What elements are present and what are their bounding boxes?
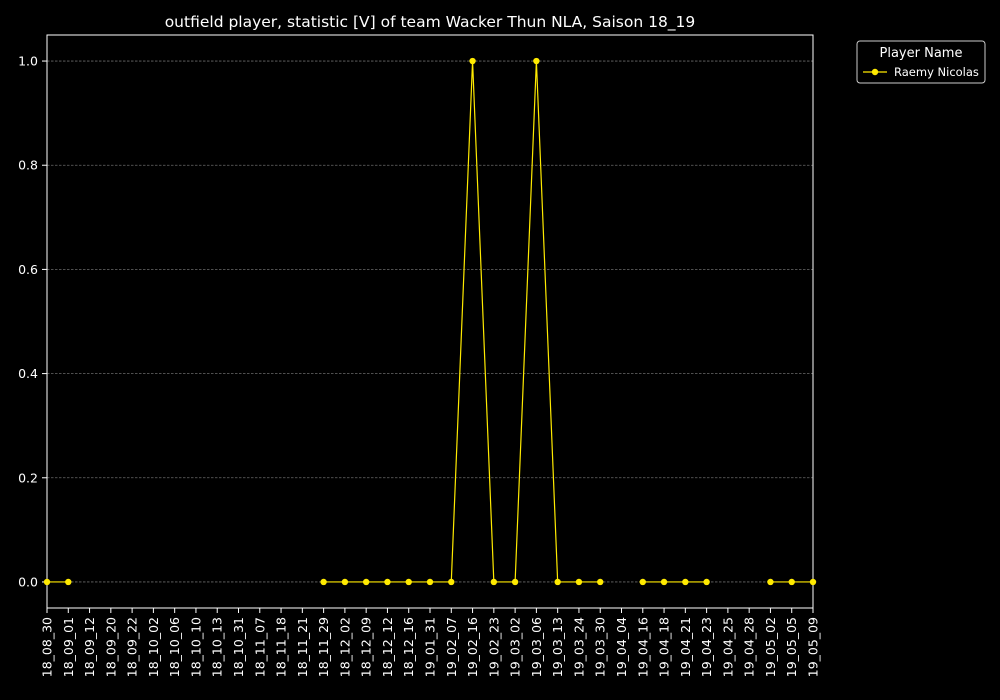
data-point xyxy=(703,578,710,586)
x-tick-label: 19_04_18 xyxy=(657,617,672,677)
grid-lines xyxy=(47,60,813,583)
x-tick-label: 18_10_10 xyxy=(188,617,203,677)
data-point xyxy=(554,578,561,586)
data-point xyxy=(597,578,604,586)
y-tick-label: 0.4 xyxy=(18,366,38,381)
x-tick-label: 18_12_02 xyxy=(337,617,352,677)
x-tick-label: 18_11_18 xyxy=(274,617,289,677)
data-point xyxy=(43,578,51,586)
legend-box xyxy=(856,40,986,84)
x-tick-label: 18_09_22 xyxy=(125,617,140,677)
y-tick-label: 0.8 xyxy=(18,158,38,173)
data-point xyxy=(320,578,327,586)
x-axis-ticks: 18_08_30 18_09_01 18_09_12 18_09_20 18_09_22… xyxy=(40,608,821,677)
data-point xyxy=(682,578,689,586)
x-tick-label: 18_12_12 xyxy=(380,617,395,677)
data-point xyxy=(448,578,455,586)
data-point xyxy=(341,578,349,586)
x-tick-label: 18_11_07 xyxy=(252,617,267,677)
x-tick-label: 19_01_31 xyxy=(423,617,438,677)
x-tick-label: 18_10_02 xyxy=(146,617,161,677)
x-tick-label: 18_09_01 xyxy=(61,617,76,677)
x-tick-label: 18_10_06 xyxy=(167,617,182,677)
data-point xyxy=(511,578,519,586)
x-tick-label: 19_04_04 xyxy=(614,617,629,677)
x-tick-label: 19_05_02 xyxy=(763,617,778,677)
legend-title: Player Name xyxy=(880,46,963,61)
series-lines xyxy=(47,61,813,583)
x-tick-label: 18_11_29 xyxy=(316,617,331,677)
data-point xyxy=(788,578,795,586)
legend-series-label: Raemy Nicolas xyxy=(894,65,979,79)
y-tick-label: 1.0 xyxy=(18,54,38,69)
data-point xyxy=(639,578,646,586)
x-tick-label: 19_05_09 xyxy=(806,617,821,677)
x-tick-label: 19_05_05 xyxy=(784,617,799,677)
x-tick-label: 19_03_30 xyxy=(593,617,608,677)
legend-series-marker xyxy=(871,68,879,76)
plot-frame xyxy=(46,34,814,609)
x-tick-label: 19_04_23 xyxy=(699,617,714,677)
data-point xyxy=(384,578,391,586)
chart-title: outfield player, statistic [V] of team W… xyxy=(165,13,696,32)
x-tick-label: 19_03_24 xyxy=(571,617,586,677)
y-tick-label: 0.2 xyxy=(18,470,38,485)
x-tick-label: 18_10_13 xyxy=(210,617,225,677)
x-tick-label: 18_12_09 xyxy=(359,617,374,677)
data-point xyxy=(362,578,370,586)
x-tick-label: 19_02_23 xyxy=(486,617,501,677)
data-point xyxy=(660,578,668,586)
x-tick-label: 19_04_16 xyxy=(635,617,650,677)
data-point xyxy=(490,578,498,586)
x-tick-label: 18_10_31 xyxy=(231,617,246,677)
data-point xyxy=(575,578,583,586)
data-point xyxy=(469,57,476,65)
x-tick-label: 19_02_07 xyxy=(444,617,459,677)
x-tick-label: 18_08_30 xyxy=(40,617,55,677)
data-points xyxy=(43,57,817,586)
x-tick-label: 19_04_25 xyxy=(720,617,735,677)
data-point xyxy=(426,578,434,586)
y-axis-ticks: 0.0 0.2 0.4 0.6 0.8 1.0 xyxy=(18,54,47,589)
x-tick-label: 19_03_06 xyxy=(529,617,544,677)
axes xyxy=(46,34,814,609)
x-tick-label: 18_11_21 xyxy=(295,617,310,677)
x-tick-label: 19_03_13 xyxy=(550,617,565,677)
y-tick-label: 0.0 xyxy=(18,574,38,589)
data-point xyxy=(65,578,72,586)
data-point xyxy=(767,578,774,586)
series-line-segment xyxy=(323,61,601,583)
data-point xyxy=(809,578,817,586)
x-tick-label: 19_03_02 xyxy=(508,617,523,677)
legend: Player Name Raemy Nicolas xyxy=(856,40,986,84)
x-tick-label: 18_09_20 xyxy=(103,617,118,677)
x-tick-label: 18_09_12 xyxy=(82,617,97,677)
data-point xyxy=(533,57,540,65)
x-tick-label: 19_02_16 xyxy=(465,617,480,677)
y-tick-label: 0.6 xyxy=(18,262,38,277)
x-tick-label: 19_04_21 xyxy=(678,617,693,677)
data-point xyxy=(405,578,412,586)
x-tick-label: 18_12_16 xyxy=(401,617,416,677)
x-tick-label: 19_04_28 xyxy=(742,617,757,677)
